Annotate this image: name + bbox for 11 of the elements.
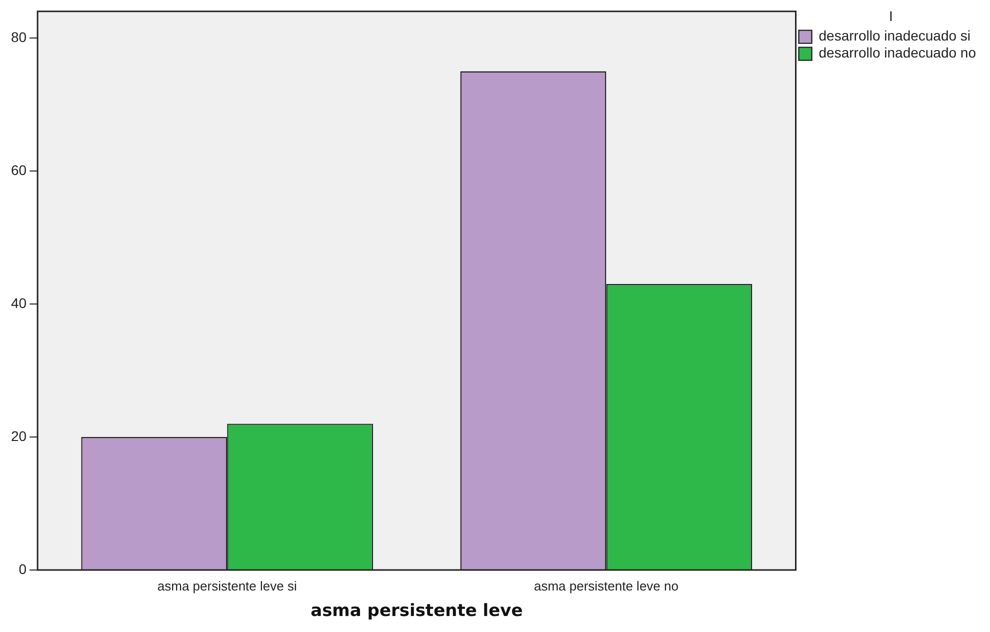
x-tick-label: asma persistente leve no bbox=[534, 578, 678, 594]
y-tick-label: 20 bbox=[10, 428, 27, 444]
legend-label: desarrollo inadecuado si bbox=[818, 28, 971, 44]
y-tick-label: 0 bbox=[18, 560, 27, 577]
x-tick-label: asma persistente leve si bbox=[157, 578, 297, 594]
x-axis-title: asma persistente leve bbox=[310, 601, 523, 622]
y-tick-label: 60 bbox=[10, 162, 27, 178]
legend-title: I bbox=[888, 8, 893, 24]
y-tick-label: 40 bbox=[10, 294, 27, 311]
y-tick-label: 80 bbox=[10, 28, 27, 45]
legend-label: desarrollo inadecuado no bbox=[818, 44, 976, 61]
